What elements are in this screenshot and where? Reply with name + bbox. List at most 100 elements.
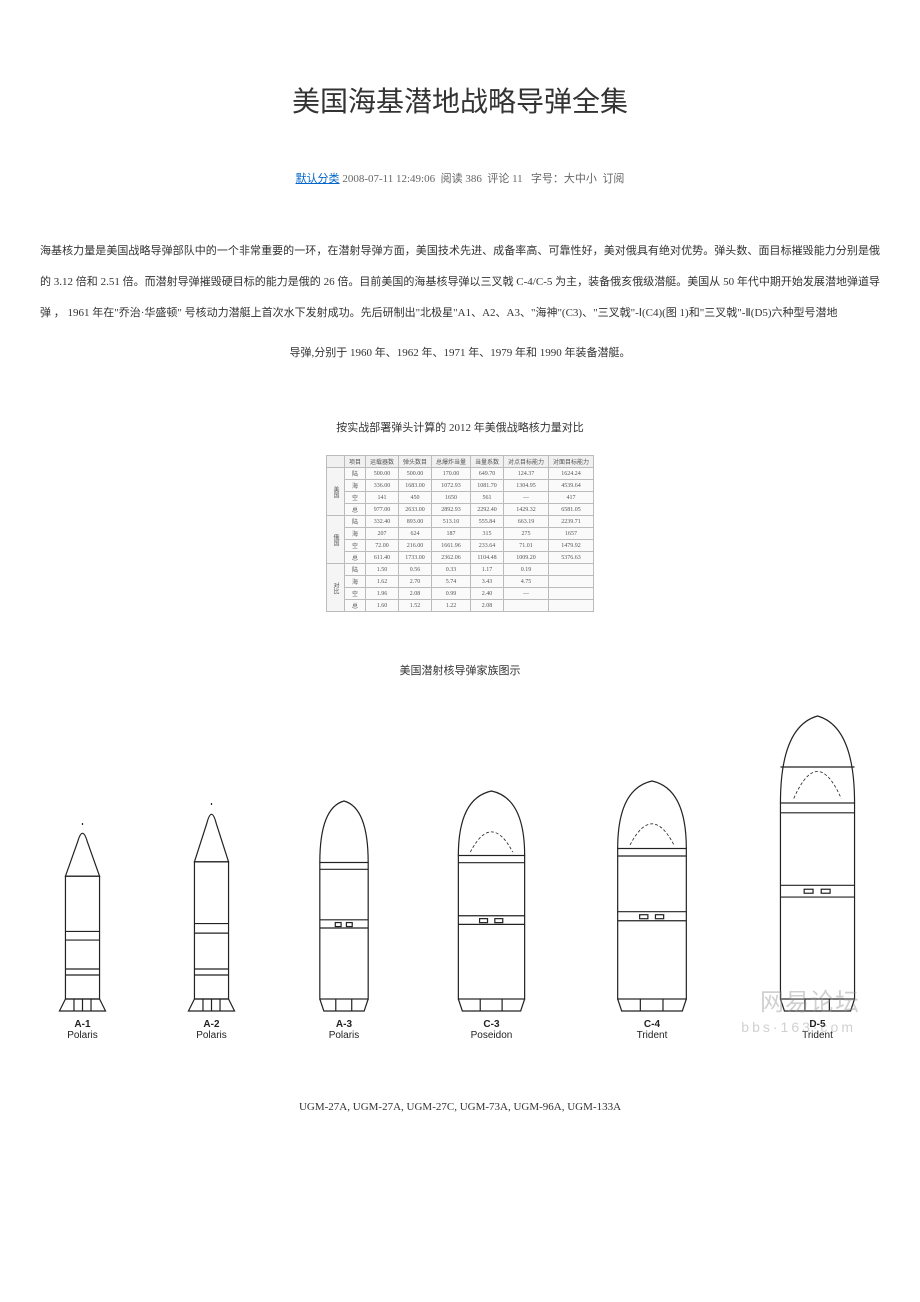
table-cell: 2892.93 (431, 504, 470, 516)
table-cell: 216.00 (398, 540, 431, 552)
table-cell: 海 (344, 480, 365, 492)
missile-c4: C-4Trident (608, 778, 696, 1041)
comparison-table-wrap: 项目运载器数弹头数目总爆炸当量当量系数对点目标能力对面目标能力美国陆500.00… (40, 455, 880, 612)
table-cell: 555.84 (471, 516, 504, 528)
designations-caption: UGM-27A, UGM-27A, UGM-27C, UGM-73A, UGM-… (40, 1101, 880, 1113)
table-cell: 417 (549, 492, 594, 504)
table-cell: 空 (344, 492, 365, 504)
table-cell: 5376.63 (549, 552, 594, 564)
table-column-header: 对点目标能力 (504, 456, 549, 468)
table-column-header: 项目 (344, 456, 365, 468)
table-cell: 649.70 (471, 468, 504, 480)
table-cell (549, 564, 594, 576)
comparison-table: 项目运载器数弹头数目总爆炸当量当量系数对点目标能力对面目标能力美国陆500.00… (326, 455, 594, 612)
table-column-header: 总爆炸当量 (431, 456, 470, 468)
family-caption: 美国潜射核导弹家族图示 (40, 662, 880, 678)
table-cell: 124.37 (504, 468, 549, 480)
table-cell: — (504, 588, 549, 600)
table-cell: 275 (504, 528, 549, 540)
missile-d5: D-5Trident (770, 713, 865, 1041)
table-cell: 624 (398, 528, 431, 540)
table-cell: 2239.71 (549, 516, 594, 528)
table-column-header: 弹头数目 (398, 456, 431, 468)
missile-label: C-3Poseidon (471, 1019, 513, 1041)
table-column-header: 对面目标能力 (549, 456, 594, 468)
table-cell: — (504, 492, 549, 504)
table-cell: 6581.05 (549, 504, 594, 516)
table-cell: 总 (344, 504, 365, 516)
table-cell: 207 (365, 528, 398, 540)
table-cell: 1009.20 (504, 552, 549, 564)
table-cell: 1733.00 (398, 552, 431, 564)
comparison-caption: 按实战部署弹头计算的 2012 年美俄战略核力量对比 (40, 419, 880, 435)
table-group-label: 对比 (326, 564, 344, 612)
table-cell: 1.96 (365, 588, 398, 600)
table-cell: 空 (344, 540, 365, 552)
table-cell: 1304.95 (504, 480, 549, 492)
missile-c3: C-3Poseidon (449, 788, 534, 1041)
table-cell: 141 (365, 492, 398, 504)
table-cell: 陆 (344, 516, 365, 528)
comments-count: 11 (512, 173, 523, 185)
table-cell: 187 (431, 528, 470, 540)
table-cell: 513.10 (431, 516, 470, 528)
table-group-label: 俄国 (326, 516, 344, 564)
table-cell: 0.99 (431, 588, 470, 600)
table-cell: 1429.32 (504, 504, 549, 516)
missile-label: C-4Trident (637, 1019, 668, 1041)
table-cell: 0.56 (398, 564, 431, 576)
missile-a1: A-1Polaris (55, 823, 110, 1041)
table-cell: 总 (344, 552, 365, 564)
missile-label: A-3Polaris (329, 1019, 360, 1041)
table-cell: 336.00 (365, 480, 398, 492)
table-cell: 663.19 (504, 516, 549, 528)
table-cell: 陆 (344, 468, 365, 480)
table-cell: 1479.92 (549, 540, 594, 552)
table-cell (504, 600, 549, 612)
table-cell: 海 (344, 576, 365, 588)
table-cell: 611.40 (365, 552, 398, 564)
missile-a2: A-2Polaris (184, 803, 239, 1041)
table-cell: 500.00 (398, 468, 431, 480)
table-cell: 2362.06 (431, 552, 470, 564)
table-group-label: 美国 (326, 468, 344, 516)
table-cell: 3.43 (471, 576, 504, 588)
table-cell: 2.40 (471, 588, 504, 600)
table-cell (549, 576, 594, 588)
table-column-header: 当量系数 (471, 456, 504, 468)
table-cell: 450 (398, 492, 431, 504)
category-link[interactable]: 默认分类 (296, 173, 340, 185)
post-meta: 默认分类 2008-07-11 12:49:06 阅读 386 评论 11 字号… (40, 170, 880, 186)
table-cell: 72.00 (365, 540, 398, 552)
fontsize-label: 字号：大中小 (531, 173, 597, 185)
table-cell (549, 600, 594, 612)
table-cell: 1.60 (365, 600, 398, 612)
missile-label: A-1Polaris (67, 1019, 98, 1041)
table-cell: 1.62 (365, 576, 398, 588)
table-cell: 1661.96 (431, 540, 470, 552)
intro-paragraph-tail: 导弹,分别于 1960 年、1962 年、1971 年、1979 年和 1990… (40, 338, 880, 369)
missile-a3: A-3Polaris (313, 798, 375, 1041)
table-cell: 1683.00 (398, 480, 431, 492)
table-cell: 1.22 (431, 600, 470, 612)
table-cell: 500.00 (365, 468, 398, 480)
table-cell: 71.01 (504, 540, 549, 552)
table-cell: 315 (471, 528, 504, 540)
table-cell: 1081.70 (471, 480, 504, 492)
table-cell (549, 588, 594, 600)
table-cell: 561 (471, 492, 504, 504)
comments-label: 评论 (487, 173, 509, 185)
table-cell: 总 (344, 600, 365, 612)
subscribe-label[interactable]: 订阅 (602, 173, 624, 185)
table-cell: 977.00 (365, 504, 398, 516)
table-cell: 0.33 (431, 564, 470, 576)
table-cell: 1104.48 (471, 552, 504, 564)
table-cell: 893.00 (398, 516, 431, 528)
table-cell: 2.08 (398, 588, 431, 600)
reads-count: 386 (465, 173, 482, 185)
table-cell: 170.00 (431, 468, 470, 480)
table-cell: 海 (344, 528, 365, 540)
table-cell: 2292.40 (471, 504, 504, 516)
page-title: 美国海基潜地战略导弹全集 (40, 80, 880, 120)
missile-label: A-2Polaris (196, 1019, 227, 1041)
